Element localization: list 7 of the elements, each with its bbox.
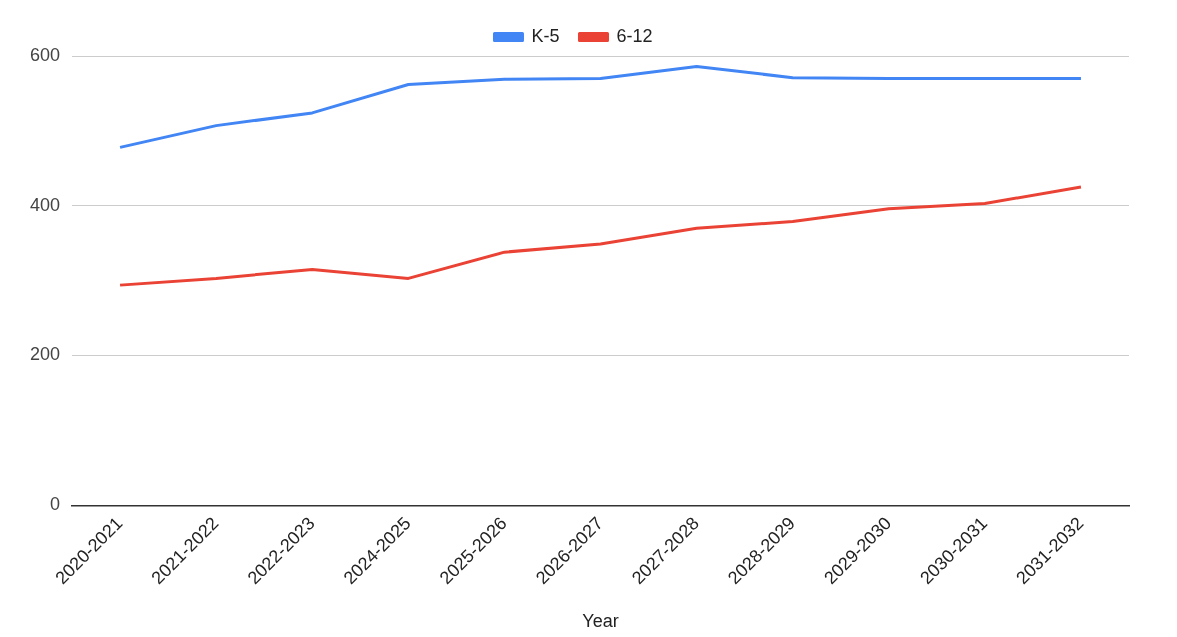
y-tick-label: 400 [29,194,61,215]
legend-label: 6-12 [616,25,653,46]
y-tick-label: 200 [29,344,61,365]
legend-label: K-5 [531,25,560,46]
y-tick-label: 600 [29,44,61,65]
y-tick-label: 0 [50,494,61,515]
x-axis-title: Year [582,611,619,632]
